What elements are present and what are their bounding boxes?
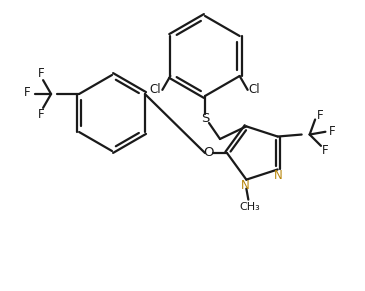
Text: N: N [241,179,250,192]
Text: F: F [322,144,328,157]
Text: Cl: Cl [150,83,161,96]
Text: F: F [317,109,323,122]
Text: S: S [201,113,209,125]
Text: CH₃: CH₃ [239,202,260,212]
Text: F: F [329,125,336,138]
Text: F: F [24,86,30,100]
Text: O: O [204,146,214,159]
Text: N: N [274,169,283,182]
Text: F: F [38,67,45,80]
Text: Cl: Cl [249,83,261,96]
Text: F: F [38,108,45,121]
